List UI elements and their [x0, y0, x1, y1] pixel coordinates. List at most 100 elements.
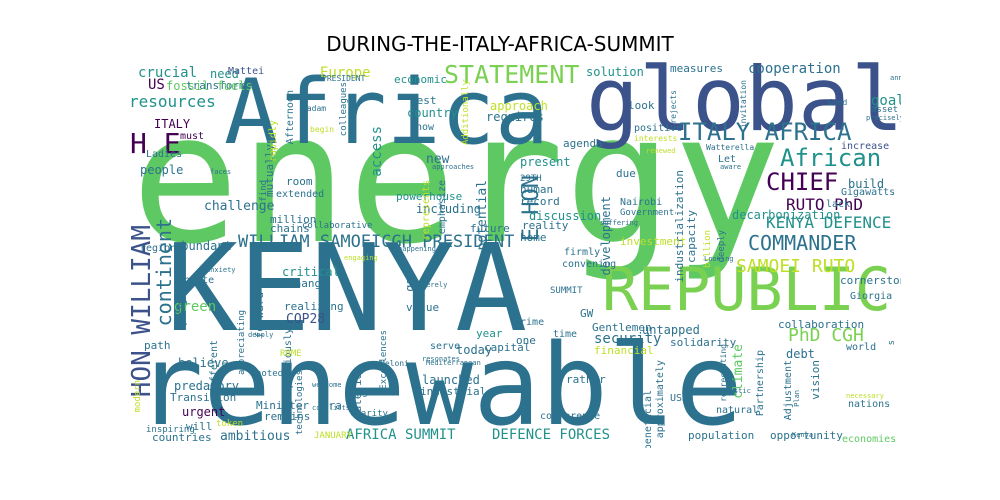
cloud-word: find	[259, 180, 269, 202]
cloud-word: global	[586, 60, 901, 151]
cloud-word: solidarity	[670, 336, 737, 349]
cloud-word: Good	[828, 98, 848, 107]
cloud-word: investment	[620, 235, 687, 248]
cloud-word: token	[216, 419, 244, 429]
cloud-word: region	[140, 243, 177, 254]
cloud-word: Africa	[224, 60, 550, 165]
cloud-word: paternalistic	[696, 387, 751, 395]
cloud-word: potential	[475, 180, 490, 251]
cloud-word: goal	[871, 93, 901, 109]
cloud-word: approach	[490, 99, 548, 113]
cloud-word: Let	[718, 154, 737, 165]
cloud-word: country	[407, 106, 458, 120]
cloud-word: will	[186, 420, 213, 433]
cloud-word: serve	[430, 341, 461, 352]
cloud-word: urgent	[182, 405, 226, 419]
cloud-word: value	[406, 301, 440, 314]
cloud-word: chains	[270, 222, 310, 235]
cloud-word: critical	[282, 265, 340, 279]
cloud-word: debt	[786, 347, 815, 361]
cloud-word: Sergio	[346, 388, 379, 398]
cloud-word: STATEMENT	[444, 60, 580, 89]
cloud-word: measures	[670, 62, 723, 75]
cloud-word: AFRICA SUMMIT	[346, 427, 456, 443]
cloud-word: KENYA	[166, 220, 528, 359]
cloud-word: economic	[394, 73, 447, 86]
cloud-word: SAMOEI RUTO	[736, 256, 856, 277]
cloud-word: COMMANDER	[748, 231, 857, 255]
cloud-word: increase	[841, 141, 890, 152]
cloud-word: anxiety	[206, 266, 236, 274]
cloud-word: Watterella	[706, 143, 755, 152]
cloud-word: believe	[178, 356, 229, 370]
cloud-word: agenda	[563, 137, 603, 150]
cloud-word: record	[520, 195, 560, 208]
cloud-word: present	[520, 155, 571, 169]
cloud-word: merely	[422, 281, 448, 289]
cloud-word: ROME	[280, 349, 302, 359]
cloud-word: powerhouse	[396, 190, 463, 203]
cloud-word: happening	[398, 245, 436, 253]
cloud-word: including	[416, 202, 482, 216]
page-title: DURING-THE-ITALY-AFRICA-SUMMIT	[326, 32, 674, 56]
cloud-word: Looking	[704, 255, 734, 263]
cloud-word: ITALY AFRICA	[678, 118, 852, 146]
cloud-word: Europe	[320, 65, 371, 81]
cloud-word: precisely	[866, 114, 901, 122]
cloud-word: cooperation	[748, 61, 841, 77]
cloud-word: asset	[871, 105, 899, 115]
cloud-word: Gentlemen	[592, 321, 652, 334]
cloud-word: financial	[594, 344, 654, 357]
cloud-word: discussion	[529, 209, 602, 223]
cloud-word: Madam	[302, 104, 327, 113]
cloud-word: 29TH	[520, 174, 542, 184]
cloud-word: Government	[620, 208, 675, 218]
cloud-word: positive	[634, 123, 683, 134]
cloud-word: requires	[486, 110, 544, 124]
cloud-word: collaboration	[778, 318, 865, 331]
cloud-word: African	[780, 144, 882, 172]
cloud-word: change	[288, 277, 328, 290]
cloud-word: gas	[403, 270, 417, 292]
cloud-word: REPUBLIC	[602, 255, 891, 325]
cloud-word: untapped	[642, 323, 700, 337]
cloud-word: Mattei	[228, 66, 265, 77]
cloud-word: must	[180, 131, 205, 142]
cloud-word: GW	[580, 307, 594, 320]
cloud-word: development	[599, 196, 613, 276]
cloud-word: invitation	[739, 80, 748, 129]
cloud-word: KENYA DEFENCE	[766, 213, 892, 232]
cloud-word: begin	[310, 125, 335, 134]
cloud-word: Ladies	[146, 149, 183, 160]
cloud-word: rejects	[669, 90, 678, 124]
word-cloud: energy KENYA renewable Africa global REP…	[126, 60, 901, 448]
cloud-word: people	[140, 163, 184, 177]
cloud-word: time	[553, 329, 578, 340]
cloud-word: colleagues	[339, 82, 349, 137]
cloud-word: aware	[720, 163, 742, 171]
cloud-word: natural	[716, 405, 759, 416]
cloud-word: reality	[522, 219, 569, 232]
cloud-word: challenge	[204, 199, 275, 214]
cloud-word: deeply	[248, 331, 274, 339]
cloud-word: H E	[130, 127, 181, 160]
cloud-word: technologies	[295, 370, 305, 436]
cloud-word: COP28	[286, 312, 326, 327]
cloud-word: today	[456, 343, 493, 357]
cloud-word: CHIEF	[766, 168, 839, 196]
cloud-word: capacity	[685, 210, 698, 263]
cloud-word: ambitious	[220, 429, 291, 444]
cloud-word: vision	[809, 360, 822, 400]
cloud-word: announcement	[890, 74, 901, 82]
cloud-word: rapidly	[268, 120, 279, 163]
cloud-word: invite	[178, 275, 215, 286]
cloud-word: Kenya	[792, 431, 814, 439]
cloud-word: due	[616, 167, 636, 180]
cloud-word: path	[144, 339, 171, 352]
cloud-word: conference	[540, 411, 601, 422]
cloud-word: modern	[133, 380, 143, 413]
cloud-word: Minister	[256, 399, 309, 412]
cloud-word: engaging	[344, 254, 378, 262]
cloud-word: best	[410, 94, 437, 107]
cloud-word: era	[322, 399, 342, 412]
